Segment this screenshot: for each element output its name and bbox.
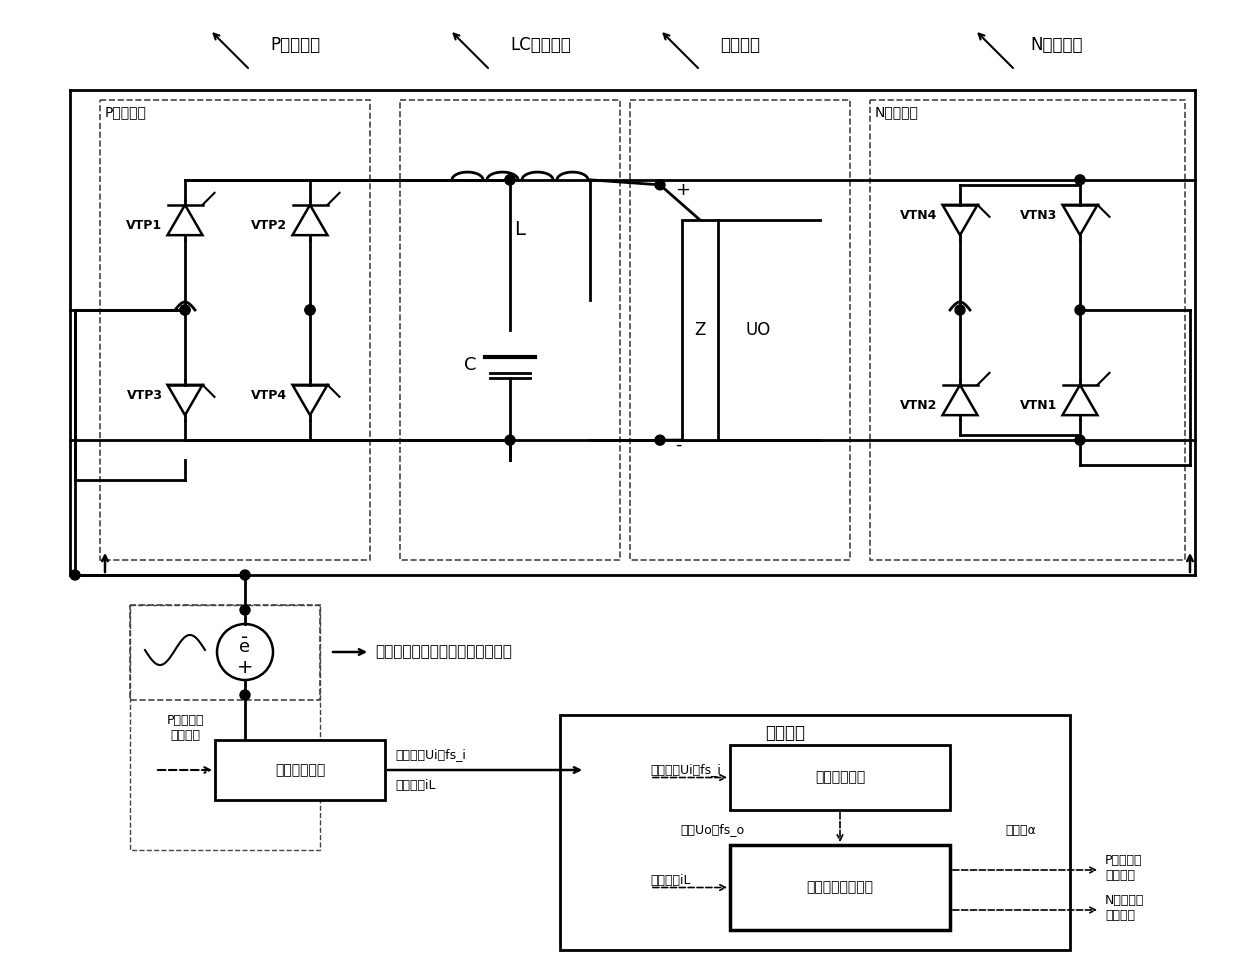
Text: P组整流桥: P组整流桥 <box>1105 854 1142 866</box>
Text: 表格生成单元: 表格生成单元 <box>815 771 866 784</box>
Polygon shape <box>1063 385 1097 415</box>
Text: Z: Z <box>694 321 706 339</box>
FancyBboxPatch shape <box>730 845 950 930</box>
Circle shape <box>241 690 250 700</box>
Text: 控制模块: 控制模块 <box>765 724 805 742</box>
Text: L: L <box>515 220 526 240</box>
Polygon shape <box>293 385 327 415</box>
Circle shape <box>305 305 315 315</box>
Text: LC滤波环节: LC滤波环节 <box>510 36 570 54</box>
Text: VTN1: VTN1 <box>1021 398 1058 412</box>
Circle shape <box>180 305 190 315</box>
Polygon shape <box>167 205 202 235</box>
Circle shape <box>69 570 81 580</box>
Circle shape <box>655 180 665 190</box>
Text: VTP1: VTP1 <box>126 219 162 231</box>
Polygon shape <box>942 385 977 415</box>
Text: 期望Uo，fs_o: 期望Uo，fs_o <box>680 824 744 836</box>
Text: 驱动信号: 驱动信号 <box>1105 868 1135 882</box>
Text: N组整流桥: N组整流桥 <box>1030 36 1083 54</box>
Circle shape <box>1075 175 1085 185</box>
Text: 输入电压Ui，fs_i: 输入电压Ui，fs_i <box>650 764 720 777</box>
Text: VTN2: VTN2 <box>900 398 937 412</box>
FancyBboxPatch shape <box>215 740 384 800</box>
Text: P组整流桥: P组整流桥 <box>166 714 203 726</box>
FancyBboxPatch shape <box>560 715 1070 950</box>
Text: 驱动信号: 驱动信号 <box>170 728 200 742</box>
Circle shape <box>1075 435 1085 445</box>
Text: VTP3: VTP3 <box>126 389 162 401</box>
Text: 单相负载: 单相负载 <box>720 36 760 54</box>
Text: 触发角α: 触发角α <box>1004 824 1035 836</box>
Text: 波形采样模块: 波形采样模块 <box>275 763 325 777</box>
Text: 驱动信号: 驱动信号 <box>1105 909 1135 922</box>
Text: C: C <box>464 356 476 374</box>
Text: UO: UO <box>745 321 770 339</box>
Text: N组整流桥: N组整流桥 <box>1105 894 1145 906</box>
Circle shape <box>655 435 665 445</box>
Text: +: + <box>675 181 689 199</box>
Text: VTN4: VTN4 <box>900 209 937 221</box>
Polygon shape <box>942 205 977 235</box>
Circle shape <box>180 305 190 315</box>
Text: P组整流桥: P组整流桥 <box>270 36 320 54</box>
Polygon shape <box>167 385 202 415</box>
Text: -: - <box>675 436 682 454</box>
Text: 单相正弦或非正弦高频交流电压源: 单相正弦或非正弦高频交流电压源 <box>374 644 512 659</box>
Circle shape <box>505 175 515 185</box>
Circle shape <box>955 305 965 315</box>
Circle shape <box>1075 305 1085 315</box>
Text: 负载电流iL: 负载电流iL <box>650 873 691 887</box>
Circle shape <box>305 305 315 315</box>
FancyBboxPatch shape <box>682 220 718 440</box>
Polygon shape <box>293 205 327 235</box>
Text: VTP2: VTP2 <box>252 219 288 231</box>
Text: P组整流桥: P组整流桥 <box>105 105 146 119</box>
Polygon shape <box>1063 205 1097 235</box>
Text: +: + <box>237 658 253 677</box>
Text: -: - <box>242 628 248 647</box>
Text: N组整流桥: N组整流桥 <box>875 105 919 119</box>
Text: 输入电压Ui，fs_i: 输入电压Ui，fs_i <box>396 748 466 761</box>
Text: VTN3: VTN3 <box>1021 209 1058 221</box>
Circle shape <box>505 435 515 445</box>
Circle shape <box>241 570 250 580</box>
Circle shape <box>241 605 250 615</box>
Circle shape <box>505 175 515 185</box>
Text: 驱动信号生成单元: 驱动信号生成单元 <box>806 881 873 894</box>
FancyBboxPatch shape <box>730 745 950 810</box>
Text: 负载电流iL: 负载电流iL <box>396 778 435 792</box>
Text: e: e <box>239 638 250 656</box>
Text: VTP4: VTP4 <box>252 389 288 401</box>
